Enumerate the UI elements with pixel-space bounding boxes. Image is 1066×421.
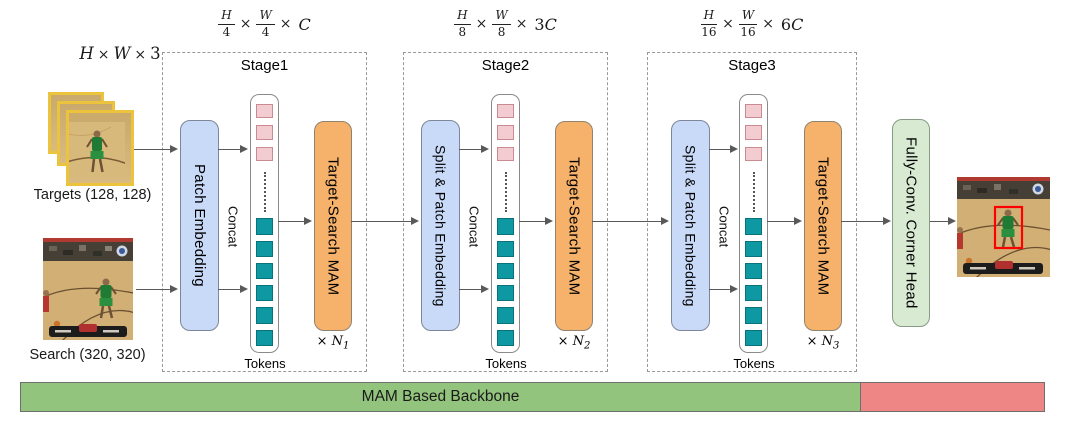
search-token (256, 285, 273, 302)
flow-arrow-tokens3-to-mam3 (767, 217, 802, 225)
flow-arrow-embed3-to-tokens-bottom (709, 285, 738, 293)
patch-embedding-label-1: Patch Embedding (191, 164, 208, 287)
stage2-title: Stage2 (481, 57, 530, 74)
targets-image (63, 110, 134, 186)
flow-arrow-embed2-to-tokens-bottom (459, 285, 489, 293)
corner-head-label: Fully-Conv. Corner Head (902, 137, 920, 309)
target-search-mam-box-2: Target-Search MAM (555, 121, 593, 331)
target-token (497, 104, 514, 119)
token-column-1 (250, 94, 279, 353)
search-token (745, 218, 762, 235)
targets-image-stack (48, 92, 134, 186)
target-token (497, 146, 514, 162)
mam-backbone-bar: MAM Based Backbone (21, 383, 861, 411)
input-shape-formula: H × W × 3 (79, 44, 161, 63)
target-token (256, 104, 273, 119)
tokens-label-1: Tokens (244, 356, 286, 371)
flow-arrow-embed2-to-tokens-top (459, 145, 489, 153)
search-token (497, 262, 514, 280)
predicted-bbox (993, 205, 1024, 250)
token-column-2 (491, 94, 520, 353)
tokens-label-3: Tokens (733, 356, 775, 371)
search-token (745, 307, 762, 324)
mam-backbone-label: MAM Based Backbone (361, 388, 520, 405)
flow-arrow-tokens1-to-mam1 (278, 217, 312, 225)
flow-arrow-head-to-output (930, 217, 956, 225)
stage3-box: Stage3 Split & Patch Embedding Concat To… (647, 52, 857, 372)
flow-arrow-embed1-to-tokens-top (218, 145, 248, 153)
corner-head-bar (861, 383, 1044, 411)
target-token (497, 125, 514, 140)
target-search-mam-box-3: Target-Search MAM (804, 121, 842, 331)
search-token (497, 329, 514, 346)
target-token (745, 104, 762, 119)
ellipsis-dots (752, 172, 755, 213)
flow-arrow-embed1-to-tokens-bottom (218, 285, 248, 293)
flow-arrow-targets-to-embed1 (134, 145, 178, 153)
concat-label-2: Concat (466, 206, 482, 248)
patch-embedding-box-1: Patch Embedding (180, 120, 219, 331)
search-token (256, 329, 273, 346)
split-patch-embedding-label-2: Split & Patch Embedding (432, 144, 449, 307)
corner-head-box: Fully-Conv. Corner Head (892, 119, 930, 327)
search-token (497, 240, 514, 257)
search-token (745, 285, 762, 302)
mam-label-2: Target-Search MAM (565, 156, 583, 296)
target-search-mam-box-1: Target-Search MAM (314, 121, 352, 331)
flow-arrow-embed3-to-tokens-top (709, 145, 738, 153)
flow-arrow-mam2-to-embed3 (592, 217, 669, 225)
target-token (745, 146, 762, 162)
search-token (745, 240, 762, 257)
repeat-count-3: × N3 (806, 334, 840, 352)
token-column-3 (739, 94, 768, 353)
flow-arrow-search-to-embed1 (136, 285, 178, 293)
split-patch-embedding-label-3: Split & Patch Embedding (682, 144, 699, 307)
search-token (497, 218, 514, 235)
flow-arrow-mam1-to-embed2 (351, 217, 419, 225)
search-token (256, 218, 273, 235)
tokens-label-2: Tokens (485, 356, 527, 371)
stage2-box: Stage2 Split & Patch Embedding Concat To… (403, 52, 608, 372)
ellipsis-dots (263, 172, 266, 213)
search-token (497, 285, 514, 302)
stage3-title: Stage3 (728, 57, 776, 74)
output-image (951, 177, 1056, 280)
mam-label-3: Target-Search MAM (814, 156, 832, 296)
concat-label-3: Concat (716, 206, 732, 248)
search-token (497, 307, 514, 324)
ellipsis-dots (504, 172, 507, 213)
flow-arrow-mam3-to-head (841, 217, 891, 225)
flow-arrow-tokens2-to-mam2 (519, 217, 553, 225)
stage1-title: Stage1 (240, 57, 289, 74)
stage3-shape-formula: H 16 × W 16 × 6C (700, 7, 804, 39)
repeat-count-2: × N2 (557, 334, 591, 352)
search-token (256, 307, 273, 324)
search-token (256, 240, 273, 257)
search-token (256, 262, 273, 280)
repeat-count-1: × N1 (316, 334, 350, 352)
stage1-box: Stage1 Patch Embedding Concat Tokens Tar… (162, 52, 367, 372)
mam-label-1: Target-Search MAM (324, 156, 342, 296)
concat-label-1: Concat (225, 206, 241, 248)
target-token (256, 125, 273, 140)
split-patch-embedding-box-3: Split & Patch Embedding (671, 120, 710, 331)
search-token (745, 262, 762, 280)
target-token (745, 125, 762, 140)
search-image (37, 238, 139, 343)
target-token (256, 146, 273, 162)
targets-caption: Targets (128, 128) (33, 187, 152, 203)
search-token (745, 329, 762, 346)
search-caption: Search (320, 320) (29, 347, 146, 363)
footer-bars: MAM Based Backbone (20, 382, 1045, 412)
split-patch-embedding-box-2: Split & Patch Embedding (421, 120, 460, 331)
